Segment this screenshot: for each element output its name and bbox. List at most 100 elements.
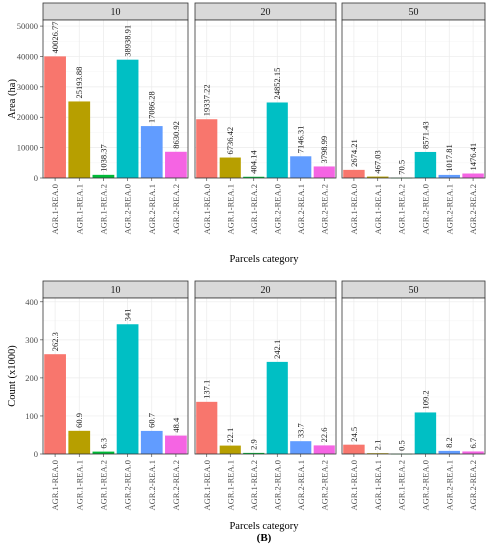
value-label: 70.5: [397, 160, 407, 175]
x-tick-label: AGR.2-REA.2: [171, 184, 181, 235]
x-tick-label: AGR.2-REA.1: [296, 460, 306, 511]
facet-strip-label: 10: [111, 7, 121, 18]
value-label: 22.1: [225, 428, 235, 443]
value-label: 3798.99: [319, 136, 329, 164]
bar-50-AGR.1-REA.0: [343, 444, 365, 454]
x-tick-label: AGR.2-REA.0: [272, 184, 282, 235]
x-tick-label: AGR.2-REA.1: [147, 184, 157, 235]
bar-50-AGR.2-REA.0: [414, 412, 437, 454]
x-tick-label: AGR.2-REA.0: [420, 460, 430, 511]
value-label: 8.2: [444, 437, 454, 448]
y-tick-label: 400: [25, 297, 38, 307]
y-tick-label: 0: [34, 449, 38, 459]
value-label: 33.7: [296, 423, 306, 438]
facet-strip-label: 20: [261, 285, 271, 296]
bar-10-AGR.2-REA.1: [140, 126, 163, 178]
value-label: 60.9: [74, 413, 84, 428]
facet-strip-label: 50: [409, 7, 419, 18]
bar-10-AGR.1-REA.0: [44, 56, 66, 178]
bar-20-AGR.1-REA.2: [243, 452, 265, 454]
y-axis-title: Count (x1000): [7, 345, 18, 407]
x-tick-label: AGR.1-REA.1: [74, 184, 84, 235]
value-label: 2.9: [249, 439, 259, 450]
bar-10-AGR.2-REA.2: [165, 151, 187, 178]
x-tick-label: AGR.2-REA.2: [319, 460, 329, 511]
bar-20-AGR.2-REA.2: [313, 166, 335, 178]
bar-50-AGR.2-REA.2: [462, 173, 484, 178]
panel-tag: (B): [257, 532, 272, 544]
value-label: 6736.42: [225, 127, 235, 155]
x-tick-label: AGR.2-REA.1: [147, 460, 157, 511]
bar-20-AGR.2-REA.0: [266, 361, 288, 454]
value-label: 8571.43: [420, 121, 430, 149]
value-label: 0.5: [397, 440, 407, 451]
bar-20-AGR.1-REA.2: [243, 176, 265, 178]
facet-50: 50 2674.21 AGR.1-REA.0 467.03 AGR.1-REA.1 70.…: [341, 2, 486, 235]
panel-border: [194, 19, 337, 179]
x-tick-label: AGR.2-REA.2: [468, 184, 478, 235]
x-tick-label: AGR.2-REA.0: [420, 184, 430, 235]
plot-background: [342, 20, 485, 178]
bar-10-AGR.1-REA.0: [44, 354, 66, 454]
facet-strip-label: 50: [409, 285, 419, 296]
value-label: 109.2: [420, 390, 430, 409]
x-tick-label: AGR.1-REA.1: [225, 184, 235, 235]
facet-strip-label: 10: [111, 285, 121, 296]
bar-20-AGR.1-REA.0: [196, 119, 218, 178]
x-tick-label: AGR.1-REA.0: [202, 184, 212, 235]
x-tick-label: AGR.1-REA.0: [349, 184, 359, 235]
panel-border: [341, 19, 486, 179]
value-label: 2.1: [373, 440, 383, 451]
chart-1: 0 100 200 300 400 Count (x1000) 10 262.3 AGR.1-R…: [7, 280, 486, 544]
facet-strip-label: 20: [261, 7, 271, 18]
plot-background: [342, 298, 485, 454]
value-label: 2674.21: [349, 139, 359, 167]
value-label: 1017.81: [444, 144, 454, 172]
value-label: 467.03: [373, 150, 383, 173]
bar-20-AGR.2-REA.0: [266, 102, 288, 178]
plot-background: [43, 298, 188, 454]
facet-20: 20 137.1 AGR.1-REA.0 22.1 AGR.1-REA.1 2.9 AGR.…: [194, 280, 337, 511]
x-tick-label: AGR.2-REA.1: [444, 460, 454, 511]
x-axis-title: Parcels category: [229, 521, 299, 532]
x-tick-label: AGR.1-REA.1: [373, 460, 383, 511]
y-tick-label: 20000: [17, 112, 38, 122]
x-tick-label: AGR.1-REA.2: [397, 184, 407, 235]
bar-50-AGR.2-REA.2: [462, 451, 484, 454]
value-label: 40026.77: [50, 22, 60, 54]
plot-background: [43, 20, 188, 178]
panel-border: [42, 19, 189, 179]
value-label: 24.5: [349, 427, 359, 442]
bar-20-AGR.1-REA.0: [196, 401, 218, 454]
bar-50-AGR.1-REA.1: [367, 176, 389, 178]
value-label: 1476.41: [468, 143, 478, 171]
panel-border: [194, 297, 337, 455]
x-tick-label: AGR.1-REA.0: [202, 460, 212, 511]
x-tick-label: AGR.1-REA.2: [249, 460, 259, 511]
x-tick-label: AGR.1-REA.0: [349, 460, 359, 511]
facet-50: 50 24.5 AGR.1-REA.0 2.1 AGR.1-REA.1 0.5 AGR.1-…: [341, 280, 486, 511]
bar-20-AGR.2-REA.1: [290, 156, 312, 178]
x-tick-label: AGR.1-REA.2: [249, 184, 259, 235]
y-tick-label: 30000: [17, 82, 38, 92]
chart-0: 0 10000 20000 30000 40000 50000 Area (ha) 10 400…: [7, 2, 486, 291]
value-label: 19337.22: [202, 84, 212, 116]
value-label: 404.14: [249, 150, 259, 174]
value-label: 25193.88: [74, 67, 84, 99]
value-label: 6.7: [468, 438, 478, 449]
y-axis-title: Area (ha): [7, 79, 18, 119]
x-tick-label: AGR.1-REA.2: [98, 460, 108, 511]
x-tick-label: AGR.2-REA.2: [171, 460, 181, 511]
x-tick-label: AGR.2-REA.0: [123, 460, 133, 511]
y-tick-label: 40000: [17, 51, 38, 61]
x-tick-label: AGR.2-REA.2: [319, 184, 329, 235]
y-tick-label: 100: [25, 411, 38, 421]
bar-50-AGR.2-REA.1: [438, 450, 460, 454]
bar-10-AGR.1-REA.2: [92, 174, 115, 178]
facet-10: 10 40026.77 AGR.1-REA.0 25193.88 AGR.1-REA.1…: [42, 2, 189, 235]
x-tick-label: AGR.1-REA.1: [225, 460, 235, 511]
y-tick-label: 300: [25, 335, 38, 345]
bar-50-AGR.2-REA.1: [438, 174, 460, 178]
y-tick-label: 200: [25, 373, 38, 383]
